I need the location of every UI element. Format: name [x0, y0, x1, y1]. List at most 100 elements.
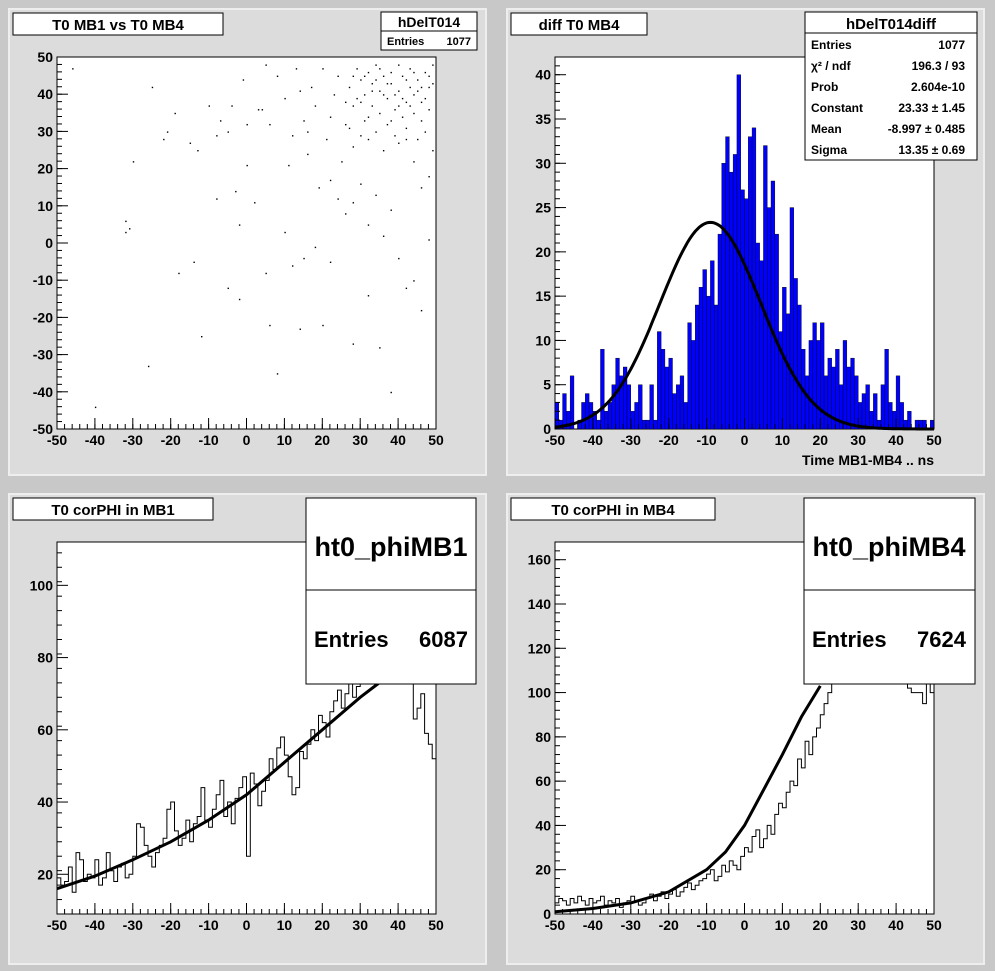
scatter-point	[231, 105, 233, 107]
stats-row-value: 196.3 / 93	[912, 59, 966, 73]
stats-row-value: 2.604e-10	[911, 80, 965, 94]
x-tick-label: -40	[85, 917, 105, 933]
scatter-point	[398, 105, 400, 107]
scatter-point	[219, 120, 222, 122]
y-tick-label: 15	[535, 288, 551, 304]
x-axis: -50 -40 -30 -20 -10 0 10 20 30 40 50	[47, 903, 444, 933]
scatter-point	[238, 298, 241, 301]
stats-entries-value: 7624	[917, 627, 967, 652]
y-tick-label: 100	[528, 685, 552, 701]
scatter-point	[269, 123, 271, 126]
scatter-point	[246, 123, 248, 126]
histogram-bar	[641, 419, 647, 430]
scatter-point	[375, 64, 377, 66]
y-axis: 0 20 40 60 80 100 120 140 160	[528, 541, 566, 922]
scatter-point	[371, 105, 373, 107]
scatter-point	[329, 261, 332, 263]
histogram-bar	[649, 384, 654, 430]
x-axis: -50 -40 -30 -20 -10 0 10 20 30 40 50	[545, 903, 942, 933]
scatter-point	[291, 135, 294, 137]
scatter-point	[125, 220, 127, 223]
histogram-bar	[880, 384, 885, 430]
y-tick-label: 40	[535, 817, 551, 833]
scatter-point	[352, 343, 355, 345]
scatter-point	[390, 120, 392, 122]
scatter-point	[151, 86, 154, 89]
x-tick-label: 0	[741, 432, 749, 448]
scatter-point	[417, 138, 419, 141]
stats-name: ht0_phiMB1	[314, 532, 467, 562]
scatter-point	[163, 138, 165, 141]
histogram-bar	[706, 295, 711, 430]
title-box	[12, 12, 224, 36]
scatter-point	[322, 68, 324, 70]
scatter-point	[322, 324, 324, 327]
x-tick-label: -50	[47, 432, 67, 448]
histogram-bar	[630, 411, 635, 430]
x-tick-label: -30	[123, 917, 143, 933]
stats-row-label: Entries	[811, 38, 852, 52]
scatter-point	[295, 68, 298, 70]
stats-row-label: Constant	[811, 101, 863, 115]
histogram-bar	[797, 304, 802, 430]
scatter-point	[299, 90, 301, 92]
scatter-point	[420, 120, 423, 122]
x-tick-label: -50	[545, 432, 565, 448]
y-tick-label: 0	[45, 235, 53, 251]
stats-row-value: -8.997 ± 0.485	[888, 122, 966, 136]
scatter-point	[348, 86, 351, 89]
scatter-point	[265, 64, 267, 66]
scatter-point	[356, 68, 358, 70]
histogram-bar	[804, 375, 810, 430]
y-tick-label: 0	[543, 906, 551, 922]
y-tick-label: 160	[528, 552, 552, 568]
x-tick-label: 30	[352, 917, 368, 933]
scatter-point	[242, 79, 245, 81]
y-axis: 20 40 60 80 100	[30, 552, 68, 915]
y-tick-label: 30	[37, 123, 53, 139]
stats-name: hDelT014diff	[846, 16, 937, 33]
scatter-point	[72, 68, 74, 70]
x-tick-label: 10	[775, 432, 791, 448]
histogram-bar	[600, 349, 605, 430]
x-tick-label: 20	[315, 432, 331, 448]
histogram-bar	[695, 304, 700, 430]
scatter-point	[405, 101, 408, 104]
y-tick-label: 30	[535, 155, 551, 171]
stats-row-label: Prob	[811, 80, 838, 94]
histogram-bar	[808, 340, 813, 430]
y-tick-label: 25	[535, 200, 551, 216]
x-tick-label: 10	[775, 917, 791, 933]
scatter-point	[390, 391, 392, 394]
x-tick-label: 20	[813, 917, 829, 933]
scatter-point	[420, 101, 423, 104]
histogram-bar	[823, 375, 829, 430]
histogram-bar	[789, 207, 794, 430]
y-tick-label: -10	[33, 272, 53, 288]
x-tick-label: 30	[850, 432, 866, 448]
pad-histogram: -50 -40 -30 -20 -10 0 10 20 30 40 50 0 5 10 15 20 25 30 3…	[510, 11, 978, 468]
y-tick-label: 10	[535, 332, 551, 348]
y-tick-label: 80	[37, 650, 53, 666]
scatter-point	[310, 86, 313, 89]
x-tick-label: -40	[583, 432, 603, 448]
scatter-point	[360, 135, 362, 137]
scatter-point	[409, 86, 411, 89]
scatter-point	[208, 105, 210, 107]
histogram-bar	[865, 384, 870, 430]
x-tick-label: 30	[352, 432, 368, 448]
scatter-point	[417, 90, 419, 92]
histogram-bar	[717, 233, 722, 430]
scatter-point	[360, 101, 362, 104]
histogram-bar	[729, 171, 734, 430]
scatter-point	[375, 79, 377, 81]
y-tick-label: 35	[535, 111, 551, 127]
histogram-bar	[888, 402, 893, 430]
scatter-point	[382, 150, 385, 152]
scatter-point	[428, 109, 430, 111]
stats-row-label: χ² / ndf	[811, 59, 852, 73]
y-tick-label: 40	[37, 86, 53, 102]
stats-row-value: 13.35 ± 0.69	[898, 143, 965, 157]
histogram-bar	[596, 419, 601, 430]
x-tick-label: -40	[583, 917, 603, 933]
